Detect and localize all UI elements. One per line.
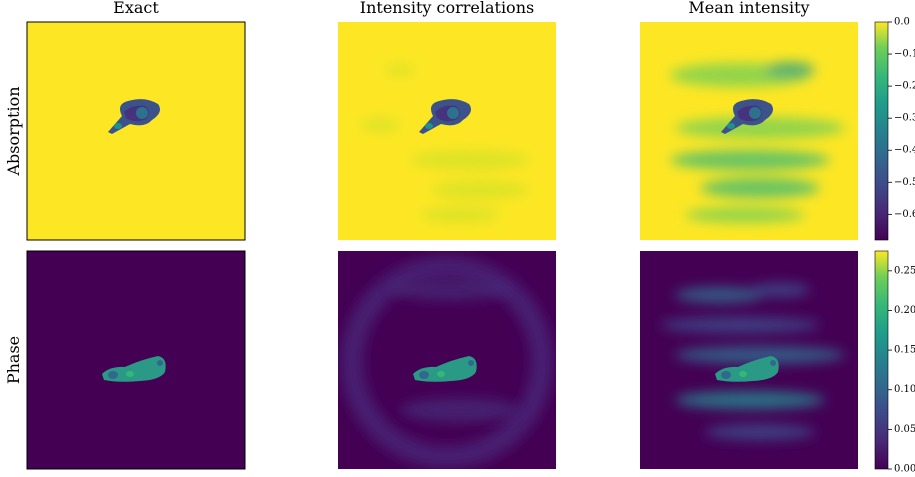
row-label: Absorption [4,86,23,176]
colorbar-tick-label: −0.1 [894,49,915,60]
column-title: Intensity correlations [360,0,534,17]
row-label: Phase [4,336,23,384]
colorbar [875,251,888,469]
colorbar-tick-label: −0.2 [894,81,915,92]
colorbar-tick-label: 0.05 [894,424,915,435]
panel-exact-absorption [27,22,245,240]
panel-mean-phase [640,251,858,469]
figure: Exact Intensity correlations Mean intens… [0,0,915,477]
colorbar-tick-label: 0.00 [894,464,915,475]
column-title: Exact [113,0,159,17]
panel-mean-absorption [640,22,858,240]
column-title: Mean intensity [688,0,809,17]
panel-corr-absorption [338,22,556,240]
colorbar-tick-label: −0.3 [894,113,915,124]
colorbar-tick-label: −0.6 [894,209,915,220]
panel-exact-phase [27,251,245,469]
colorbar-tick-label: 0.0 [894,17,910,28]
colorbar-tick-label: 0.10 [894,384,915,395]
colorbar-tick-label: 0.25 [894,265,915,276]
colorbar-tick-label: 0.20 [894,305,915,316]
colorbar [875,22,888,240]
colorbar-tick-label: −0.5 [894,177,915,188]
colorbar-tick-label: 0.15 [894,345,915,356]
panel-corr-phase [338,251,556,469]
colorbar-tick-label: −0.4 [894,145,915,156]
